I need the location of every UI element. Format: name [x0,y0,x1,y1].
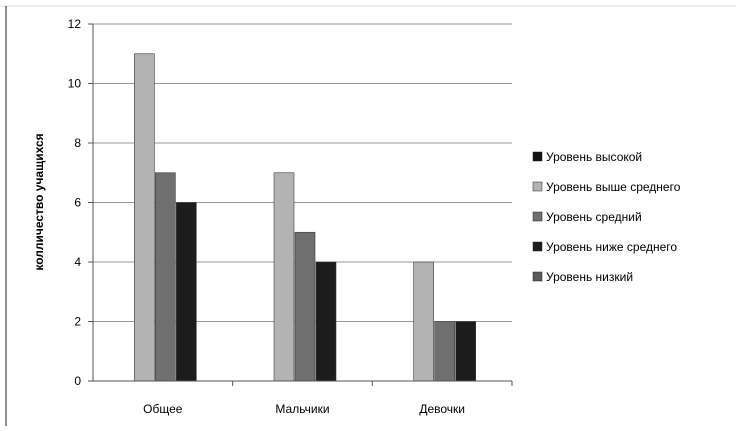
y-tick-label: 10 [68,77,82,91]
legend-label: Уровень высокой [546,150,642,164]
y-tick-label: 8 [74,136,81,150]
legend-label: Уровень средний [546,210,642,224]
y-tick-label: 0 [74,374,81,388]
bar-3-1 [155,172,176,382]
bar-4-3 [455,321,476,382]
x-tick-labels: Общее Мальчики Девочки [143,402,465,416]
legend-label: Уровень выше среднего [546,180,681,194]
y-tick-label: 6 [74,196,81,210]
bar-4-1 [176,202,197,382]
y-axis-title: колличество учащихся [32,133,46,270]
legend-label: Уровень ниже среднего [546,240,677,254]
y-tick-labels: 0 2 4 6 8 10 12 [68,17,82,388]
legend-swatch [532,151,543,162]
legend-swatch [532,181,543,192]
legend-swatch [532,271,543,282]
x-tick-label: Мальчики [275,402,329,416]
y-tick-label: 4 [74,255,81,269]
legend-label: Уровень низкий [546,270,633,284]
bar-3-3 [434,321,455,382]
bar-2-1 [134,53,155,382]
bars [134,53,476,382]
bar-4-2 [315,261,337,382]
y-tick-label: 2 [74,315,81,329]
legend: Уровень высокой Уровень выше среднего Уров… [532,150,681,284]
x-tick-label: Общее [143,402,183,416]
legend-swatch [532,241,543,252]
y-tick-label: 12 [68,17,82,31]
bar-2-2 [273,172,295,382]
x-tick-label: Девочки [419,402,465,416]
bar-2-3 [413,261,434,382]
legend-swatch [532,211,543,222]
axes [92,24,513,386]
bar-3-2 [294,231,316,382]
